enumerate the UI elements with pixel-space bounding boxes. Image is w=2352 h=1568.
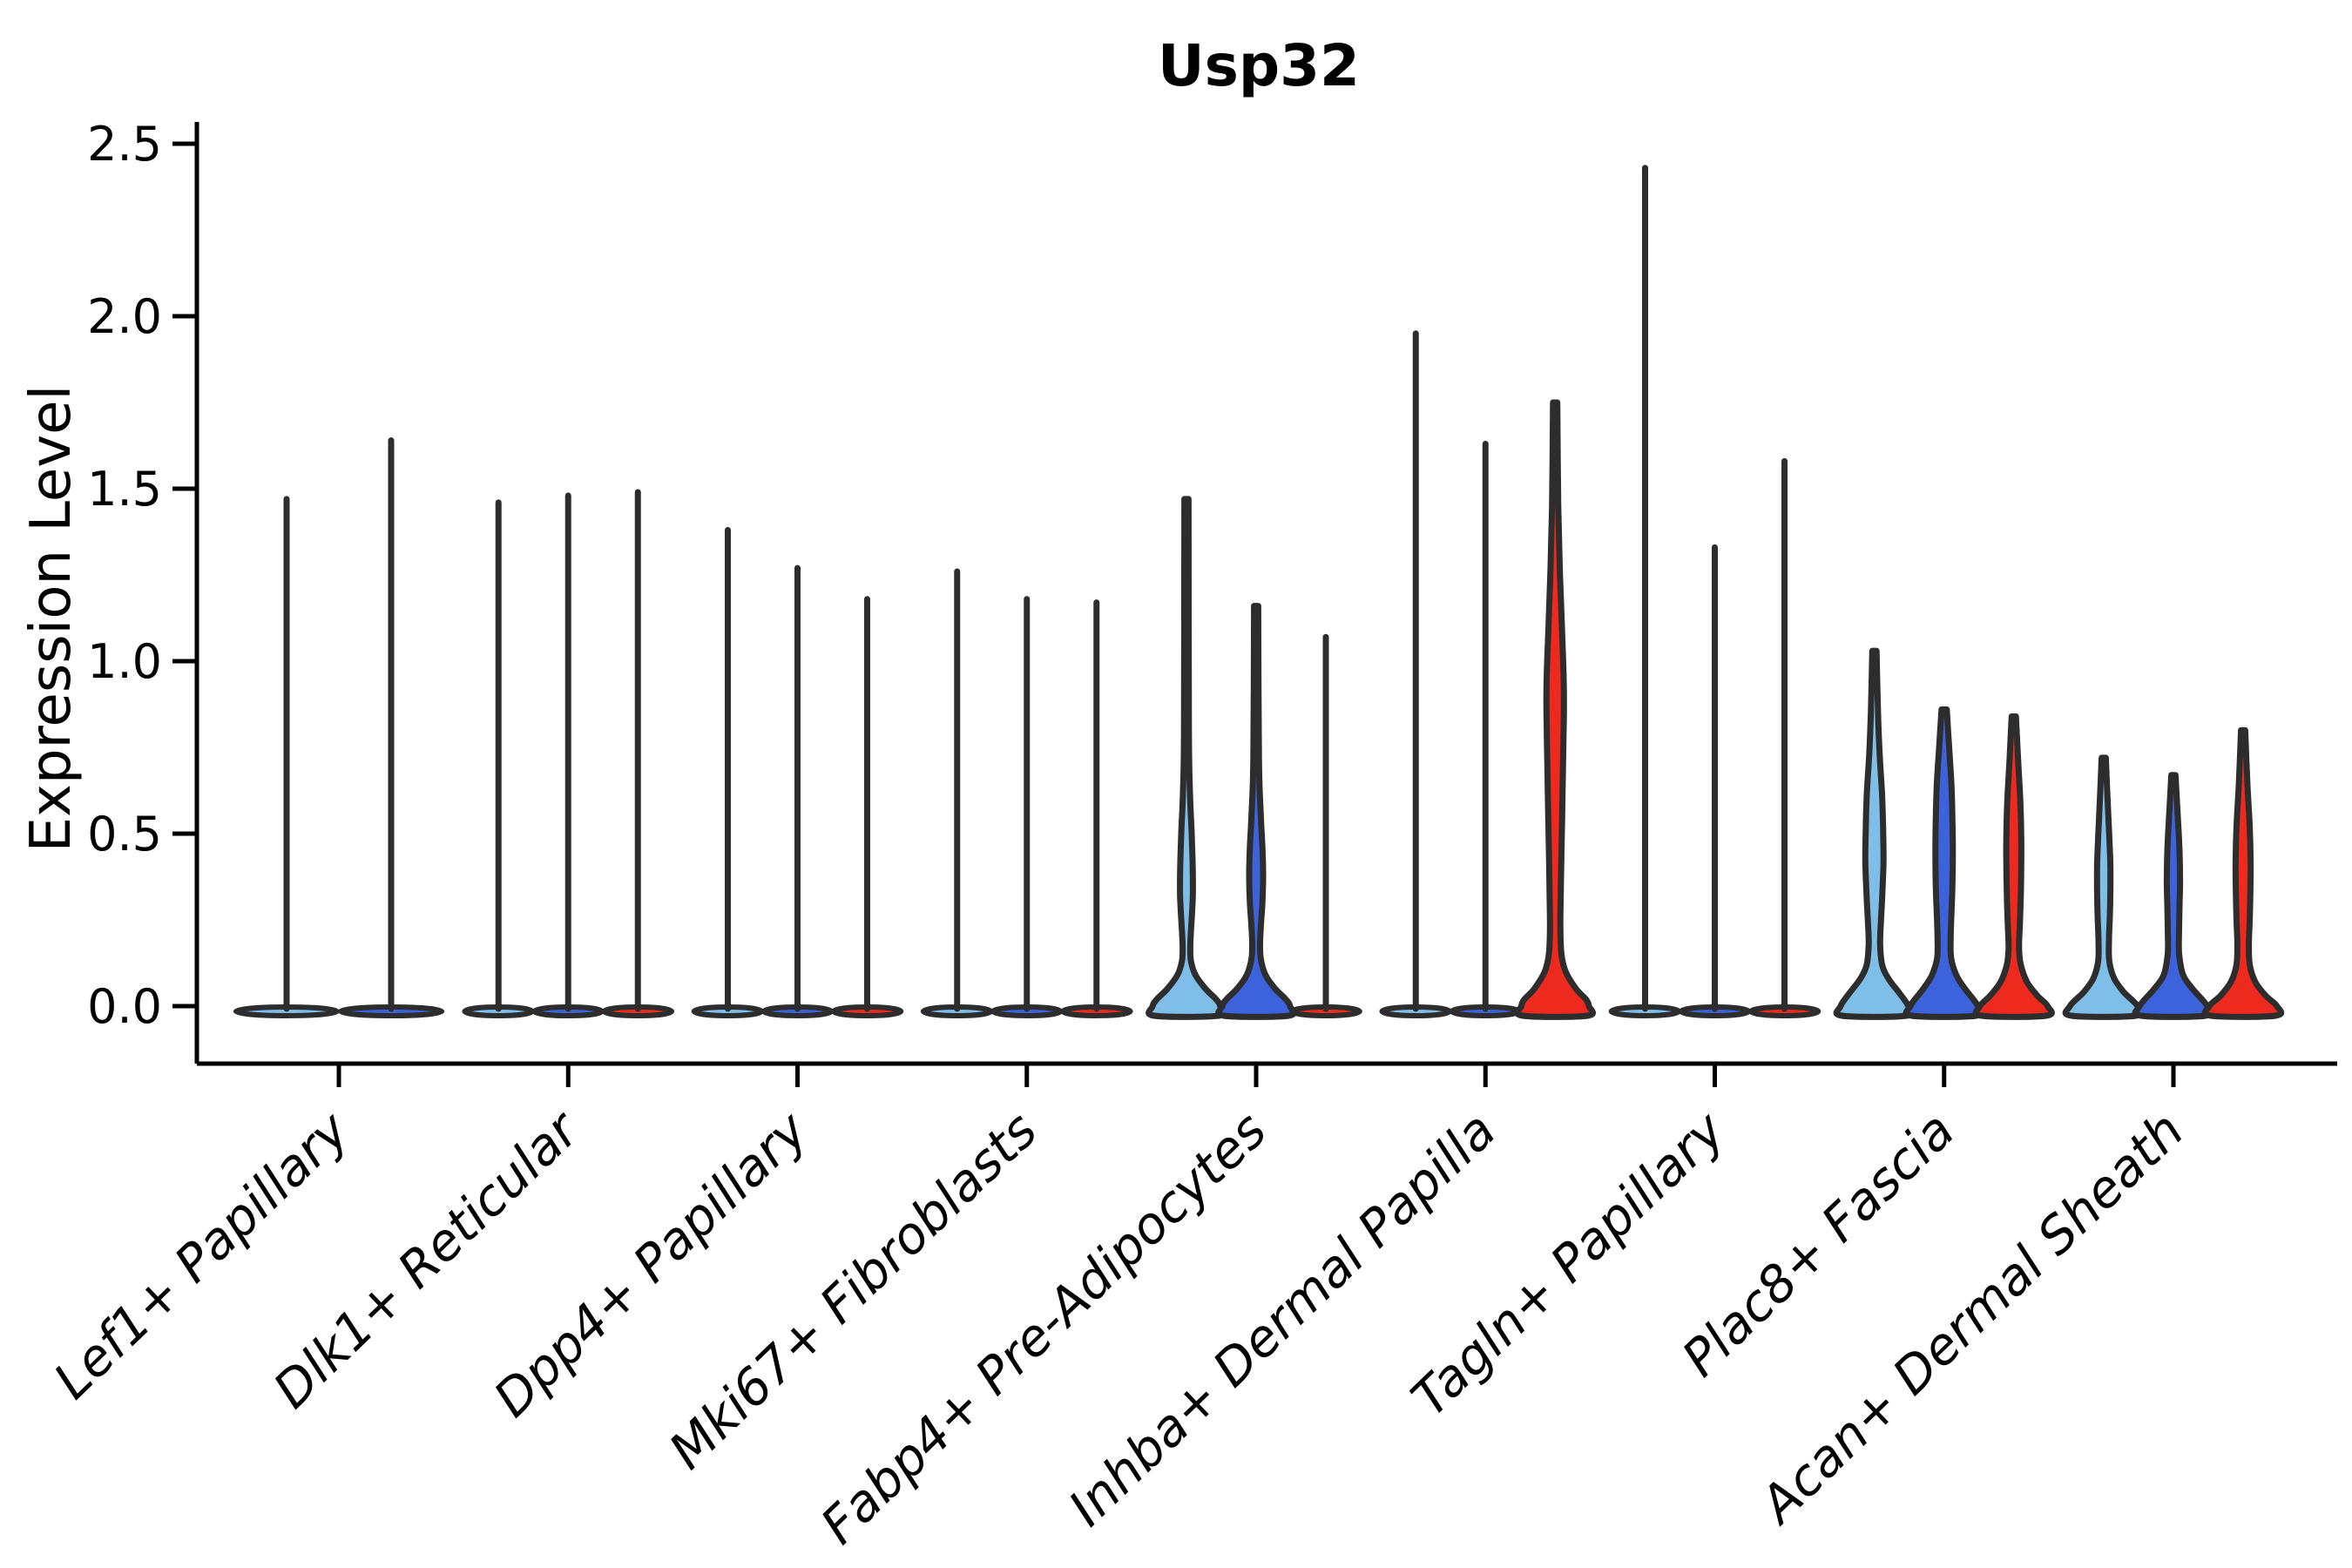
- violin-7-red: [1972, 713, 2055, 1020]
- y-tick-label: 2.5: [87, 117, 162, 172]
- violin-8-red: [2201, 727, 2285, 1020]
- violin-8-dark-blue: [2132, 772, 2215, 1020]
- x-tick-label-4: Fabp4+ Pre-Adipocytes: [809, 1100, 1278, 1555]
- y-tick-label: 0.5: [87, 807, 162, 862]
- violin-7-light-blue: [1833, 647, 1916, 1020]
- chart-title: Usp32: [1158, 32, 1360, 99]
- violin-7-dark-blue: [1903, 706, 1986, 1020]
- y-tick-label: 1.0: [87, 634, 162, 689]
- y-tick-label: 0.0: [87, 979, 162, 1034]
- y-tick-label: 2.0: [87, 289, 162, 344]
- x-tick-label-8: Acan+ Dermal Sheath: [1747, 1100, 2195, 1536]
- violin-4-dark-blue: [1215, 603, 1297, 1020]
- y-tick-label: 1.5: [87, 462, 162, 517]
- x-tick-label-3: Mki67+ Fibroblasts: [658, 1100, 1049, 1480]
- x-tick-label-5: Inhba+ Dermal Papilla: [1058, 1100, 1507, 1538]
- violin-8-light-blue: [2062, 754, 2146, 1020]
- y-axis-label: Expression Level: [19, 385, 84, 853]
- violin-5-red: [1514, 399, 1597, 1020]
- violin-4-light-blue: [1146, 496, 1227, 1020]
